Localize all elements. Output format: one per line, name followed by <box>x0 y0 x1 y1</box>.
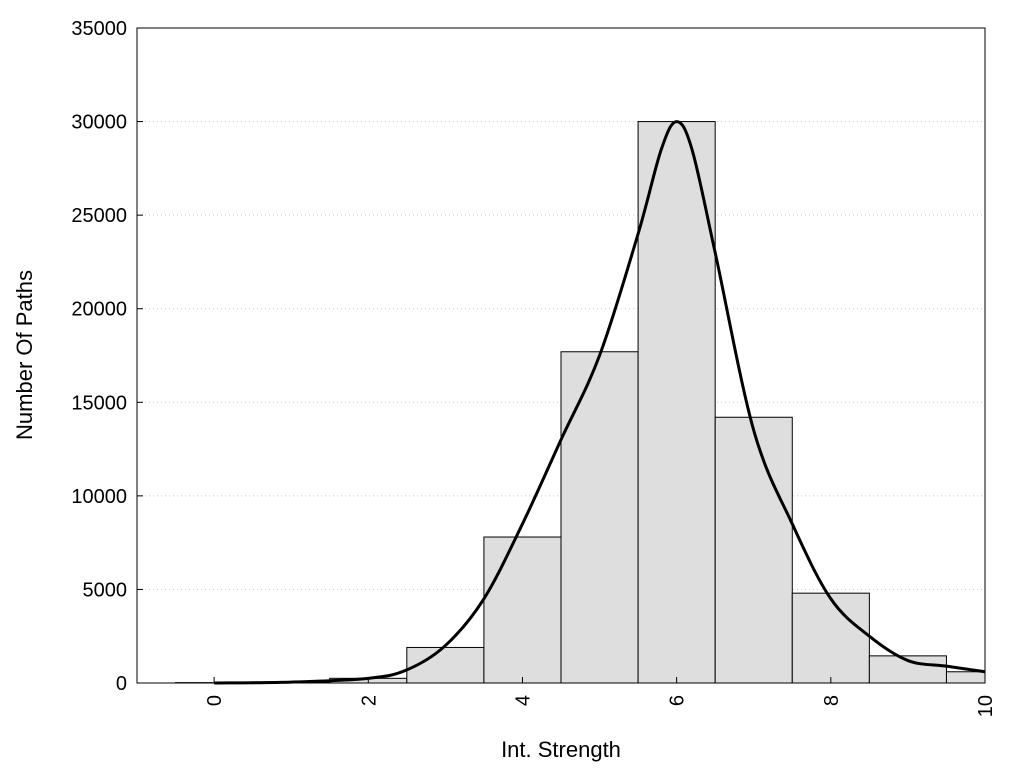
y-axis-title: Number Of Paths <box>12 270 37 440</box>
y-tick-label: 5000 <box>83 579 128 601</box>
histogram-bar <box>560 351 639 684</box>
histogram-bar <box>483 536 562 684</box>
y-tick-label: 25000 <box>71 205 127 227</box>
y-axis-ticks: 0 5000 10000 15000 20000 25000 30000 35000 <box>71 18 143 695</box>
x-tick-label: 0 <box>204 695 226 706</box>
histogram-bar <box>714 416 793 684</box>
histogram-bars <box>175 121 986 684</box>
histogram-bar <box>868 655 947 684</box>
histogram-bar <box>637 121 716 684</box>
x-tick-label: 8 <box>821 695 843 706</box>
x-tick-label: 4 <box>512 695 534 706</box>
density-curve <box>214 120 986 685</box>
histogram-bar <box>791 592 870 684</box>
x-tick-label: 2 <box>358 695 380 706</box>
x-tick-label: 6 <box>667 695 689 706</box>
y-tick-label: 30000 <box>71 112 127 134</box>
x-axis-ticks: 0 2 4 6 8 10 <box>204 677 997 717</box>
histogram-bar <box>945 671 986 684</box>
x-axis-title: Int. Strength <box>501 737 621 762</box>
y-tick-label: 35000 <box>71 18 127 40</box>
x-tick-label: 10 <box>975 695 997 717</box>
plot-frame <box>136 27 986 684</box>
y-tick-label: 0 <box>116 673 127 695</box>
y-tick-label: 10000 <box>71 486 127 508</box>
y-tick-label: 15000 <box>71 392 127 414</box>
y-tick-label: 20000 <box>71 299 127 321</box>
